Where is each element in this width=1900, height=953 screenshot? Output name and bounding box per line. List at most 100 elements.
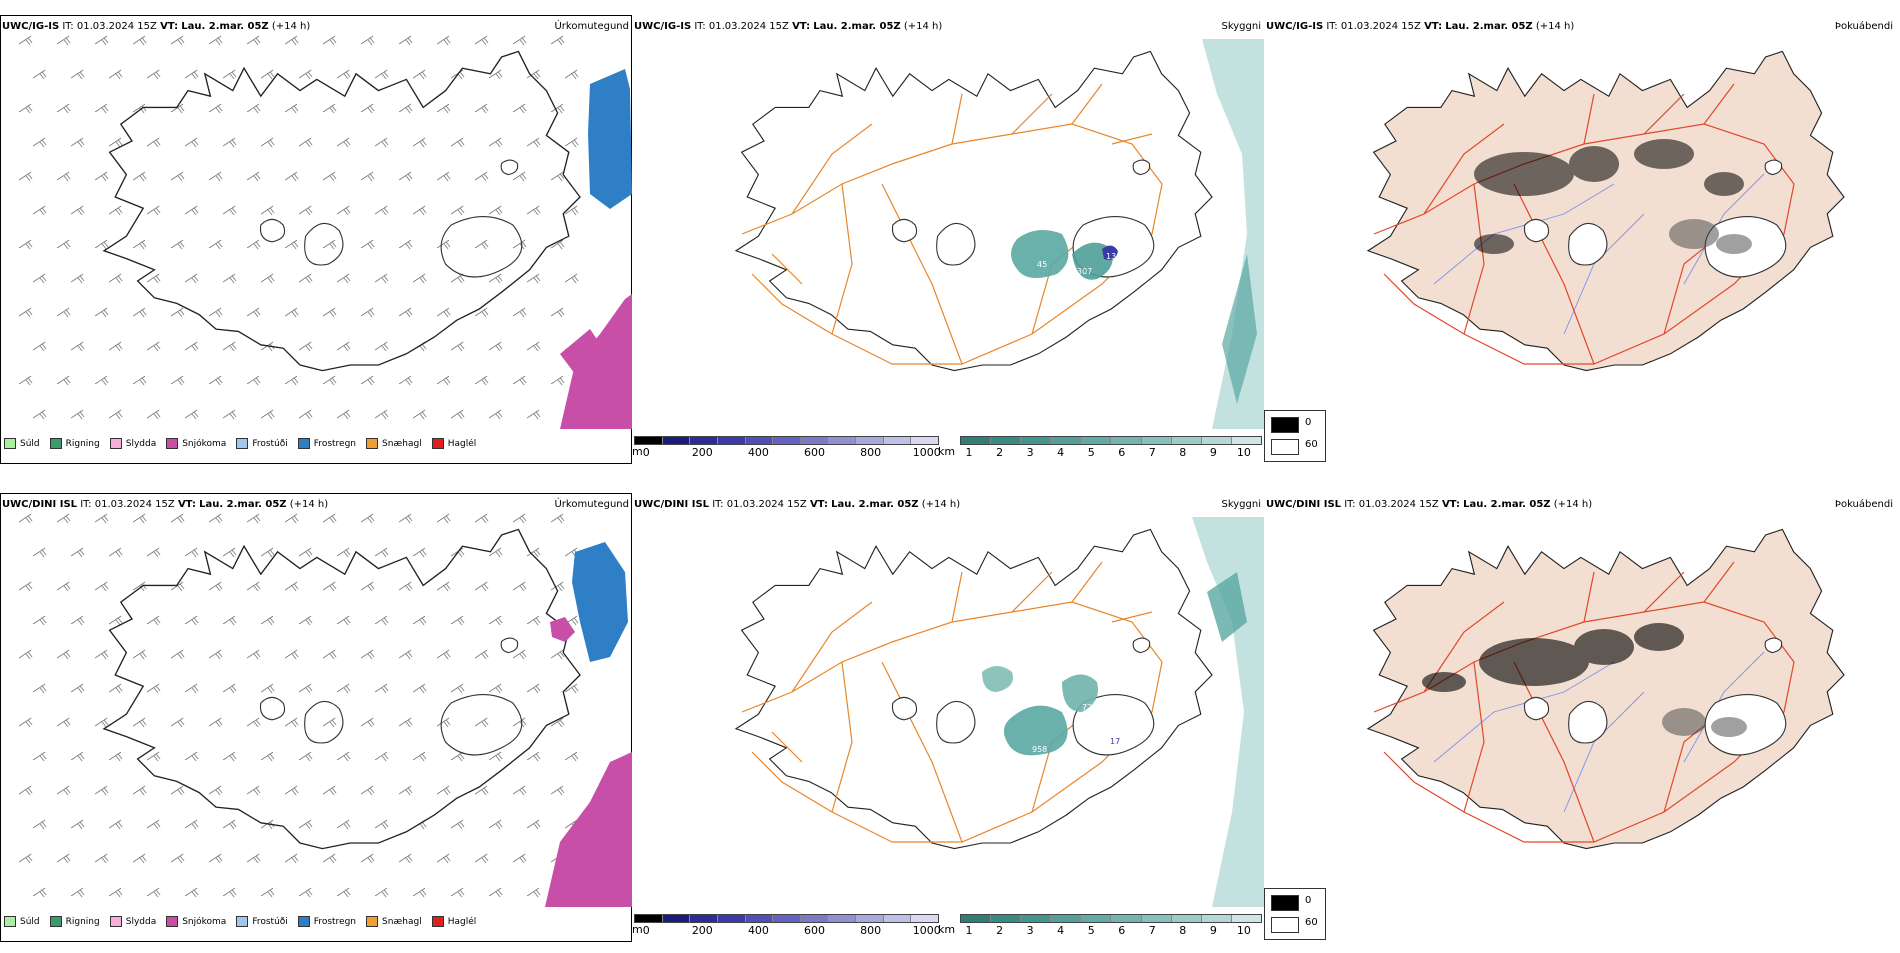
- it-label: IT:: [694, 21, 706, 32]
- colorbar-tick: 1: [965, 446, 973, 459]
- wind-barb: [412, 409, 427, 420]
- wind-barb: [374, 751, 389, 762]
- wind-barb: [94, 375, 109, 386]
- wind-barb: [298, 887, 313, 898]
- wind-barb: [284, 513, 299, 524]
- wind-barb: [94, 717, 109, 728]
- legend-swatch: [236, 438, 249, 449]
- colorbar-tick: 3: [1026, 446, 1034, 459]
- cloud-base-label: 13: [1106, 252, 1116, 261]
- wind-barb: [70, 819, 85, 830]
- wind-barb: [132, 581, 147, 592]
- wind-barb: [322, 103, 337, 114]
- wind-barb: [512, 103, 527, 114]
- wind-barb: [132, 853, 147, 864]
- wind-barb: [436, 35, 451, 46]
- wind-barb: [170, 785, 185, 796]
- wind-barb: [298, 409, 313, 420]
- wind-barb: [298, 69, 313, 80]
- visibility-unit: km: [938, 445, 956, 458]
- wind-barb: [526, 751, 541, 762]
- low-visibility-streak: [1222, 254, 1257, 404]
- legend-swatch: [431, 916, 444, 927]
- legend-swatch: [4, 916, 16, 927]
- wind-barb: [146, 887, 161, 898]
- vt-value: Lau. 2.mar. 05Z: [831, 499, 919, 510]
- panel-title: Skyggni: [1221, 499, 1261, 510]
- wind-barb: [512, 171, 527, 182]
- wind-barb: [56, 853, 71, 864]
- wind-barb: [374, 137, 389, 148]
- wind-barb: [550, 239, 565, 250]
- wind-barb: [94, 35, 109, 46]
- wind-barb: [208, 853, 223, 864]
- fog-map: [1367, 528, 1845, 850]
- model-name: UWC/IG-IS: [1266, 21, 1324, 32]
- wind-barb: [56, 513, 71, 524]
- wind-barb: [374, 547, 389, 558]
- wind-barb: [94, 103, 109, 114]
- colorbar-segment: [911, 437, 939, 444]
- wind-barb: [360, 307, 375, 318]
- wind-barb: [398, 649, 413, 660]
- panel-title: Skyggni: [1221, 21, 1261, 32]
- legend-label: Snjókoma: [182, 916, 227, 927]
- wind-barb: [56, 103, 71, 114]
- colorbar-segment: [1231, 915, 1261, 922]
- wind-barb: [336, 137, 351, 148]
- low-visibility-streak: [1207, 572, 1247, 642]
- wind-barb: [550, 717, 565, 728]
- snjokoma-area: [545, 752, 632, 907]
- run-header: UWC/DINI ISL IT: 01.03.2024 15Z VT: Lau.…: [2, 499, 328, 510]
- wind-barb: [260, 137, 275, 148]
- wind-barb: [398, 581, 413, 592]
- wind-barb: [412, 273, 427, 284]
- wind-barb: [132, 307, 147, 318]
- wind-barb: [222, 205, 237, 216]
- wind-barb: [208, 513, 223, 524]
- colorbar-tick: 800: [860, 446, 882, 459]
- visibility-unit: km: [938, 923, 956, 936]
- wind-barb: [398, 103, 413, 114]
- wind-barb: [132, 239, 147, 250]
- wind-barb: [170, 307, 185, 318]
- wind-barb: [336, 69, 351, 80]
- vt-label: VT:: [160, 21, 179, 32]
- precip-legend: Súld Rigning Slydda Snjókoma Frostúði Frostre…: [4, 916, 476, 927]
- wind-barb: [32, 137, 47, 148]
- wind-barb: [550, 307, 565, 318]
- precip-type-panel: UWC/DINI ISL IT: 01.03.2024 15Z VT: Lau.…: [0, 478, 632, 953]
- wind-barb: [184, 69, 199, 80]
- vt-label: VT:: [177, 499, 196, 510]
- colorbar-segment: [1021, 437, 1052, 444]
- frostregn-area: [572, 542, 628, 662]
- wind-barb: [526, 341, 541, 352]
- fog-on-glacier: [1662, 708, 1747, 737]
- cloud-patch: [982, 666, 1013, 692]
- wind-barb: [70, 341, 85, 352]
- wind-barb: [526, 887, 541, 898]
- wind-barb: [222, 341, 237, 352]
- wind-barb: [184, 819, 199, 830]
- wind-barb: [208, 785, 223, 796]
- colorbar-tick: 200: [691, 924, 713, 937]
- wind-barb: [450, 683, 465, 694]
- height-unit: m: [632, 445, 643, 458]
- wind-barb: [360, 513, 375, 524]
- colorbar-tick: 9: [1209, 446, 1217, 459]
- cloud-base-label: 958: [1032, 745, 1047, 754]
- wind-barb: [184, 887, 199, 898]
- wind-barb: [374, 205, 389, 216]
- wind-barb: [208, 171, 223, 182]
- wind-barb: [260, 409, 275, 420]
- wind-barb: [208, 649, 223, 660]
- frostregn-area: [588, 69, 632, 209]
- fog-areas: [1422, 623, 1684, 692]
- legend-label: Haglél: [447, 438, 477, 449]
- wind-barb: [512, 717, 527, 728]
- wind-barb: [132, 649, 147, 660]
- wind-barb: [18, 649, 33, 660]
- wind-barb: [94, 239, 109, 250]
- wind-barb: [550, 581, 565, 592]
- panel-title: Úrkomutegund: [554, 21, 629, 32]
